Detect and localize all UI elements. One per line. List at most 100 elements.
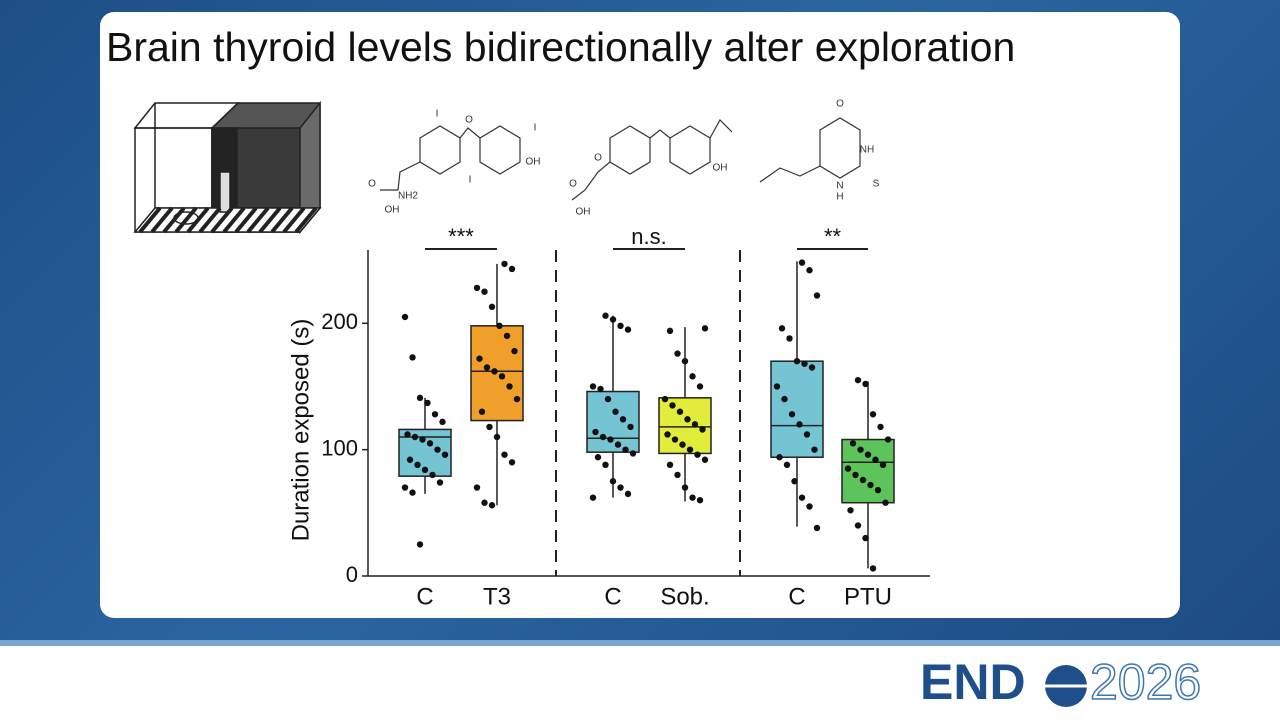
data-point: [786, 335, 793, 342]
y-tick-label: 100: [321, 435, 358, 460]
stripe: [162, 206, 186, 234]
data-point: [694, 451, 701, 458]
structure-atom-label: O: [594, 153, 602, 164]
data-point: [874, 486, 882, 494]
structure-atom-label: O: [836, 99, 844, 110]
data-point: [788, 411, 796, 418]
data-point: [661, 395, 669, 403]
structure-atom-label: N: [836, 181, 843, 192]
data-point: [503, 332, 511, 340]
data-point: [869, 565, 877, 572]
data-point: [813, 292, 821, 299]
data-point: [481, 499, 488, 506]
data-point: [476, 355, 483, 362]
x-tick-label: T3: [483, 583, 511, 610]
stripe: [138, 206, 162, 234]
data-point: [624, 490, 632, 498]
data-point: [609, 316, 617, 323]
data-point: [793, 357, 801, 365]
data-point: [429, 471, 436, 479]
data-point: [882, 499, 889, 506]
x-tick-label: Sob.: [660, 583, 709, 610]
data-point: [594, 454, 602, 461]
data-point: [867, 481, 874, 489]
structure-atom-label: I: [469, 175, 472, 186]
structure-atom-label: I: [534, 123, 537, 134]
data-point: [803, 431, 811, 438]
data-point: [627, 423, 634, 431]
structure-atom-label: OH: [526, 157, 541, 168]
y-tick-label: 0: [346, 562, 358, 587]
data-point: [501, 260, 508, 268]
y-tick-label: 200: [321, 309, 358, 334]
data-point: [609, 478, 617, 485]
data-point: [483, 364, 491, 371]
stripe: [210, 206, 234, 234]
data-point: [696, 383, 704, 390]
data-point: [811, 446, 818, 453]
data-point: [859, 476, 867, 484]
data-point: [604, 395, 612, 403]
structure-atom-label: O: [368, 179, 376, 190]
data-point: [493, 433, 501, 441]
data-point: [847, 507, 854, 514]
data-point: [806, 267, 813, 274]
data-point: [498, 373, 506, 380]
stripes: [138, 206, 318, 234]
structure-atom-label: OH: [385, 205, 400, 216]
data-point: [862, 380, 869, 388]
data-point: [664, 431, 671, 438]
data-point: [624, 326, 632, 333]
data-point: [813, 524, 821, 532]
data-point: [409, 354, 416, 361]
significance-label: n.s.: [631, 224, 666, 249]
slide-title: Brain thyroid levels bidirectionally alt…: [106, 24, 1016, 70]
x-tick-label: C: [604, 583, 621, 610]
data-point: [849, 440, 857, 447]
data-point: [508, 459, 516, 466]
data-point: [619, 416, 627, 423]
stripe: [234, 206, 258, 234]
data-point: [679, 441, 686, 448]
data-point: [441, 451, 449, 458]
data-point: [612, 408, 619, 415]
structure-atom-label: S: [873, 179, 880, 190]
data-point: [501, 451, 508, 458]
data-point: [872, 456, 879, 463]
data-point: [796, 421, 803, 428]
data-point: [602, 312, 609, 319]
data-point: [879, 461, 887, 469]
data-point: [434, 446, 441, 453]
significance-label: **: [824, 224, 842, 249]
data-point: [424, 399, 431, 407]
stripe: [294, 206, 318, 234]
data-point: [808, 364, 816, 371]
data-point: [791, 478, 798, 485]
logo-left: END: [920, 654, 1026, 710]
data-point: [696, 496, 704, 504]
data-point: [421, 466, 429, 474]
structure-atom-label: NH: [860, 145, 874, 156]
data-point: [666, 461, 674, 469]
structure-atom-label: O: [569, 179, 577, 190]
significance-label: ***: [448, 224, 474, 249]
stripe: [282, 206, 306, 234]
data-point: [404, 431, 411, 438]
data-point: [617, 322, 624, 330]
data-point: [401, 313, 409, 321]
data-point: [607, 436, 614, 443]
structure-atom-label: NH2: [398, 191, 418, 202]
data-point: [486, 423, 493, 431]
data-point: [416, 394, 424, 402]
stripe: [270, 206, 294, 234]
data-point: [439, 418, 446, 426]
data-point: [508, 265, 516, 273]
data-point: [401, 484, 409, 491]
data-point: [617, 484, 624, 491]
x-tick-label: C: [416, 583, 433, 610]
data-point: [864, 451, 872, 458]
data-point: [488, 303, 496, 311]
data-point: [597, 385, 604, 393]
